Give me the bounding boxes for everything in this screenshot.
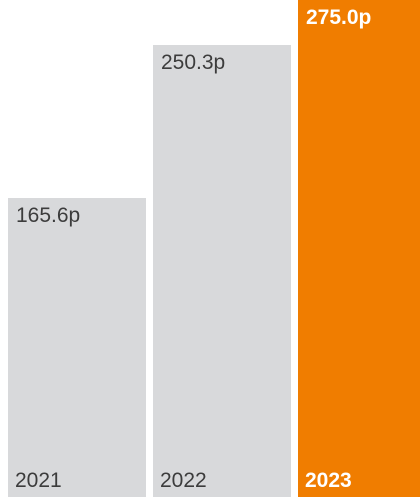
bar-2021: 165.6p 2021 bbox=[8, 198, 146, 497]
bar-category-label: 2021 bbox=[15, 469, 62, 492]
bar-2023: 275.0p 2023 bbox=[298, 0, 420, 497]
bar-value-label: 275.0p bbox=[306, 6, 372, 29]
bar-category-label: 2023 bbox=[305, 469, 352, 492]
bar-2022: 250.3p 2022 bbox=[153, 45, 291, 497]
bar-category-label: 2022 bbox=[160, 469, 207, 492]
bar-value-label: 250.3p bbox=[161, 51, 226, 74]
bar-value-label: 165.6p bbox=[16, 204, 81, 227]
